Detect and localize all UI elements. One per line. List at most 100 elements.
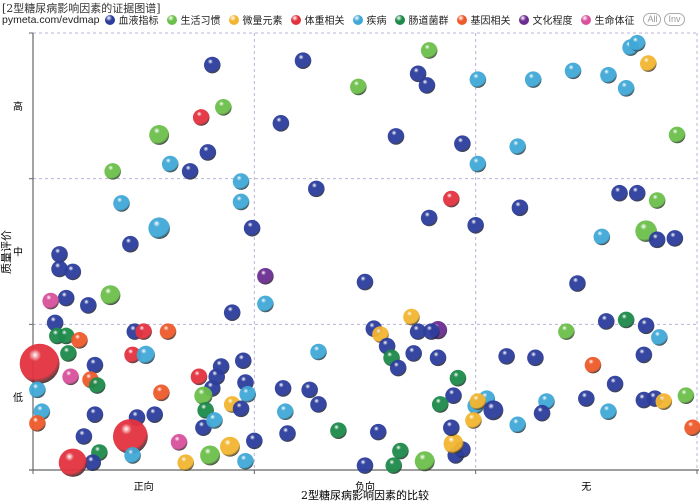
bubble-血液指标[interactable]	[369, 423, 387, 441]
bubble-血液指标[interactable]	[51, 246, 68, 263]
bubble-血液指标[interactable]	[628, 184, 646, 202]
bubble-血液指标[interactable]	[146, 406, 164, 423]
bubble-生活习惯[interactable]	[648, 192, 666, 209]
bubble-微量元素[interactable]	[443, 433, 464, 454]
bubble-基因相关[interactable]	[29, 415, 46, 432]
bubble-血液指标[interactable]	[308, 180, 325, 198]
bubble-疾病[interactable]	[564, 62, 582, 80]
bubble-血液指标[interactable]	[423, 323, 440, 340]
bubble-生活习惯[interactable]	[215, 98, 232, 116]
bubble-血液指标[interactable]	[57, 289, 75, 307]
bubble-疾病[interactable]	[469, 155, 487, 173]
bubble-肠道菌群[interactable]	[617, 311, 635, 329]
bubble-基因相关[interactable]	[159, 323, 177, 340]
bubble-生活习惯[interactable]	[677, 387, 695, 405]
bubble-疾病[interactable]	[113, 195, 130, 212]
legend-item[interactable]: 生活习惯	[167, 12, 220, 27]
bubble-血液指标[interactable]	[637, 317, 655, 335]
bubble-生命体征[interactable]	[170, 434, 188, 451]
legend-item[interactable]: 血液指标	[105, 12, 158, 27]
bubble-血液指标[interactable]	[409, 65, 427, 83]
bubble-生活习惯[interactable]	[420, 42, 438, 59]
bubble-生活习惯[interactable]	[668, 126, 686, 144]
bubble-微量元素[interactable]	[469, 393, 487, 410]
bubble-文化程度[interactable]	[257, 267, 274, 285]
bubble-血液指标[interactable]	[420, 209, 438, 227]
bubble-疾病[interactable]	[651, 329, 668, 346]
bubble-微量元素[interactable]	[220, 436, 240, 457]
bubble-血液指标[interactable]	[356, 273, 374, 291]
bubble-血液指标[interactable]	[86, 356, 104, 374]
bubble-血液指标[interactable]	[232, 400, 250, 418]
bubble-疾病[interactable]	[593, 228, 611, 246]
bubble-疾病[interactable]	[277, 403, 294, 421]
bubble-疾病[interactable]	[257, 295, 274, 313]
bubble-血液指标[interactable]	[181, 163, 199, 180]
bubble-血液指标[interactable]	[429, 349, 447, 367]
bubble-基因相关[interactable]	[71, 332, 88, 349]
bubble-体重相关[interactable]	[58, 448, 87, 477]
bubble-血液指标[interactable]	[310, 396, 327, 413]
bubble-血液指标[interactable]	[203, 56, 221, 74]
bubble-疾病[interactable]	[237, 452, 254, 470]
bubble-血液指标[interactable]	[243, 219, 261, 237]
bubble-血液指标[interactable]	[527, 349, 544, 367]
bubble-疾病[interactable]	[161, 155, 179, 173]
bubble-肠道菌群[interactable]	[60, 345, 77, 362]
bubble-血液指标[interactable]	[498, 348, 515, 365]
bubble-生活习惯[interactable]	[149, 125, 170, 145]
bubble-体重相关[interactable]	[19, 343, 60, 384]
bubble-血液指标[interactable]	[467, 216, 484, 234]
bubble-体重相关[interactable]	[443, 190, 460, 208]
bubble-血液指标[interactable]	[597, 313, 615, 330]
bubble-生活习惯[interactable]	[558, 323, 575, 340]
bubble-生活习惯[interactable]	[100, 285, 121, 306]
bubble-血液指标[interactable]	[223, 304, 241, 321]
bubble-血液指标[interactable]	[301, 381, 318, 399]
bubble-生活习惯[interactable]	[194, 386, 213, 405]
bubble-疾病[interactable]	[600, 403, 617, 421]
bubble-血液指标[interactable]	[418, 77, 436, 94]
invert-button[interactable]: Inv	[664, 13, 685, 26]
bubble-疾病[interactable]	[509, 416, 527, 434]
bubble-体重相关[interactable]	[192, 109, 210, 126]
bubble-血液指标[interactable]	[511, 199, 529, 217]
bubble-血液指标[interactable]	[648, 231, 666, 249]
bubble-血液指标[interactable]	[356, 457, 374, 474]
bubble-疾病[interactable]	[232, 173, 250, 190]
bubble-血液指标[interactable]	[294, 52, 312, 69]
bubble-肠道菌群[interactable]	[392, 442, 409, 460]
bubble-疾病[interactable]	[469, 71, 487, 88]
bubble-血液指标[interactable]	[578, 390, 595, 407]
bubble-疾病[interactable]	[239, 385, 256, 403]
bubble-生活习惯[interactable]	[104, 163, 121, 180]
bubble-血液指标[interactable]	[86, 406, 104, 423]
bubble-肠道菌群[interactable]	[431, 396, 449, 413]
bubble-血液指标[interactable]	[389, 359, 407, 377]
legend-item[interactable]: 文化程度	[519, 12, 572, 27]
bubble-疾病[interactable]	[310, 343, 327, 361]
bubble-血液指标[interactable]	[75, 428, 93, 445]
bubble-生命体征[interactable]	[62, 368, 79, 386]
bubble-血液指标[interactable]	[234, 352, 252, 370]
bubble-血液指标[interactable]	[443, 419, 460, 437]
bubble-基因相关[interactable]	[584, 356, 602, 374]
bubble-体重相关[interactable]	[135, 323, 152, 340]
bubble-血液指标[interactable]	[454, 135, 471, 153]
bubble-疾病[interactable]	[524, 71, 542, 88]
bubble-基因相关[interactable]	[684, 419, 700, 437]
legend-item[interactable]: 体重相关	[291, 12, 344, 27]
site-link[interactable]: pymeta.com/evdmap	[2, 13, 100, 26]
bubble-血液指标[interactable]	[569, 275, 586, 292]
bubble-血液指标[interactable]	[533, 404, 551, 422]
bubble-血液指标[interactable]	[272, 115, 290, 132]
legend-item[interactable]: 疾病	[353, 12, 386, 27]
legend-item[interactable]: 微量元素	[229, 12, 282, 27]
bubble-疾病[interactable]	[29, 381, 46, 399]
bubble-微量元素[interactable]	[655, 393, 673, 410]
bubble-生命体征[interactable]	[42, 292, 60, 310]
bubble-血液指标[interactable]	[611, 184, 628, 202]
bubble-血液指标[interactable]	[84, 454, 102, 472]
bubble-血液指标[interactable]	[274, 380, 292, 397]
bubble-体重相关[interactable]	[124, 346, 141, 364]
